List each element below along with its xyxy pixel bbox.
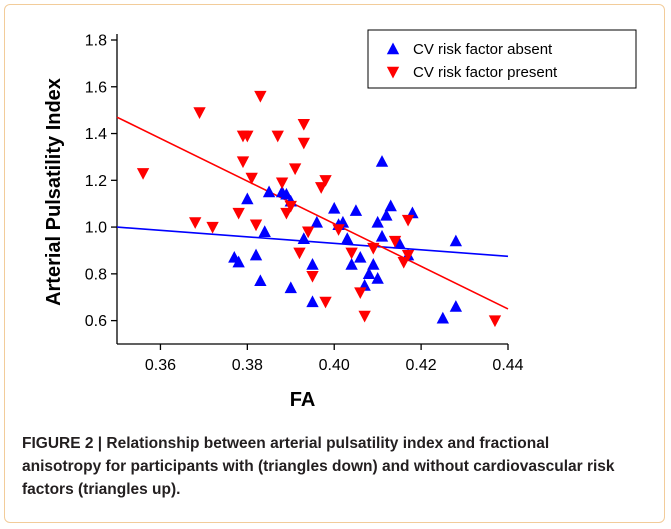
point-present xyxy=(275,177,289,190)
point-absent xyxy=(232,255,245,268)
point-present xyxy=(245,172,258,185)
point-absent xyxy=(380,208,393,221)
point-absent xyxy=(371,215,384,228)
point-absent xyxy=(306,257,319,270)
x-tick-label: 0.38 xyxy=(232,357,263,374)
point-present xyxy=(293,247,306,260)
point-absent xyxy=(393,236,406,249)
point-present xyxy=(301,226,315,239)
point-absent xyxy=(375,229,389,242)
legend-box xyxy=(367,29,637,89)
point-absent xyxy=(449,234,463,247)
point-absent xyxy=(306,295,319,308)
point-absent xyxy=(280,187,293,200)
point-present xyxy=(189,217,202,229)
point-present xyxy=(193,107,206,119)
y-axis: 0.6 0.8 1.0 1.2 1.4 1.6 1.8 xyxy=(85,33,118,344)
point-present xyxy=(232,207,245,220)
y-tick-label: 1.0 xyxy=(85,220,107,237)
point-present xyxy=(136,168,150,180)
point-present xyxy=(236,156,250,169)
x-tick-label: 0.42 xyxy=(406,357,437,374)
point-present xyxy=(284,200,297,213)
point-present xyxy=(280,207,293,220)
y-tick-label: 0.6 xyxy=(85,313,107,330)
point-present xyxy=(488,315,502,328)
point-present xyxy=(206,221,219,234)
point-absent xyxy=(367,257,380,270)
point-present xyxy=(271,130,284,143)
point-absent xyxy=(258,225,271,237)
y-tick-label: 0.8 xyxy=(85,266,107,283)
x-axis-title: FA xyxy=(290,389,316,411)
point-present xyxy=(306,270,319,283)
x-tick-label: 0.36 xyxy=(145,357,176,374)
point-present xyxy=(367,242,380,255)
point-absent xyxy=(375,155,389,167)
point-present xyxy=(254,90,267,103)
point-absent xyxy=(349,204,363,216)
trendline-absent xyxy=(116,226,509,258)
point-present xyxy=(319,296,332,309)
y-tick-label: 1.8 xyxy=(85,33,107,50)
point-absent xyxy=(362,267,376,280)
x-tick-label: 0.44 xyxy=(492,357,523,374)
y-axis-title: Arterial Pulsatility Index xyxy=(43,78,65,306)
point-present xyxy=(388,235,402,248)
point-present xyxy=(288,163,302,176)
scatter-chart: 0.60.81.01.21.41.61.8 0.36 0.38 0.40 0.42 0.… xyxy=(43,29,637,411)
point-present xyxy=(354,287,367,300)
y-tick-label: 1.2 xyxy=(85,173,107,190)
point-present xyxy=(397,256,410,269)
y-tick-label: 1.6 xyxy=(85,79,107,96)
point-present xyxy=(358,310,371,323)
point-absent xyxy=(241,192,254,205)
point-present xyxy=(297,137,310,150)
legend-marker-present xyxy=(386,66,400,79)
x-axis: 0.36 0.38 0.40 0.42 0.44 xyxy=(117,343,524,374)
legend-label-absent: CV risk factor absent xyxy=(413,41,553,58)
x-tick-label: 0.40 xyxy=(319,357,350,374)
legend: CV risk factor absent CV risk factor pre… xyxy=(367,29,637,89)
figure-frame xyxy=(4,4,665,523)
point-absent xyxy=(354,250,367,263)
point-present xyxy=(401,249,415,262)
point-absent xyxy=(449,300,463,312)
point-absent xyxy=(328,201,341,214)
legend-marker-absent xyxy=(386,42,400,55)
point-absent xyxy=(310,215,324,228)
point-absent xyxy=(345,257,358,270)
point-absent xyxy=(436,311,450,324)
point-absent xyxy=(284,281,297,294)
point-present xyxy=(319,175,332,187)
point-present xyxy=(315,182,328,194)
y-tick-label: 1.4 xyxy=(85,126,107,143)
point-present xyxy=(401,214,415,227)
point-present xyxy=(345,247,358,260)
point-present xyxy=(332,224,345,236)
figure-caption: FIGURE 2 | Relationship between arterial… xyxy=(22,435,615,498)
point-absent xyxy=(384,199,397,212)
point-absent xyxy=(297,232,310,244)
point-absent xyxy=(249,248,263,261)
point-present xyxy=(241,130,254,143)
point-absent xyxy=(262,185,276,198)
trendline-present xyxy=(116,116,509,310)
data-points xyxy=(136,90,502,328)
legend-label-present: CV risk factor present xyxy=(413,64,558,81)
point-present xyxy=(297,118,310,131)
point-absent xyxy=(341,232,354,244)
point-absent xyxy=(254,274,267,287)
point-absent xyxy=(371,272,384,284)
point-present xyxy=(249,219,263,232)
trendlines xyxy=(116,116,509,310)
